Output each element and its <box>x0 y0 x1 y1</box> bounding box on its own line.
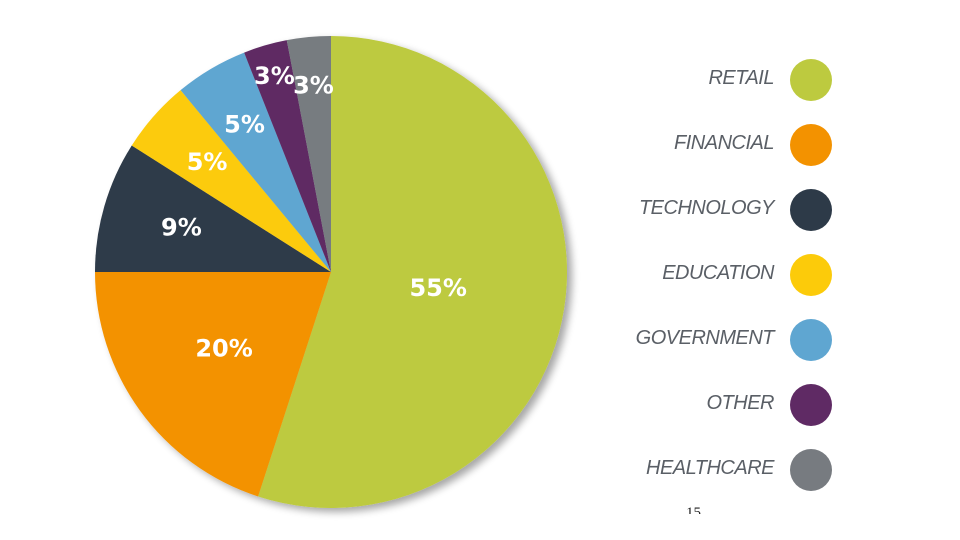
pie-slice-retail <box>258 36 567 508</box>
pie-chart: 55% 20% 9% 5% 5% 3%3% <box>95 36 567 508</box>
pie-slice-government <box>180 52 331 272</box>
slice-label-financial: 20% <box>195 335 252 363</box>
legend-swatch <box>790 124 832 166</box>
legend-item-other: OTHER <box>600 372 840 437</box>
legend-label: OTHER <box>706 392 775 414</box>
slice-label-healthcare: 3% <box>293 71 334 99</box>
legend-swatch <box>790 319 832 361</box>
pie-slice-education <box>131 90 331 272</box>
legend-item-financial: FINANCIAL <box>600 112 840 177</box>
legend-label: HEALTHCARE <box>646 457 775 479</box>
legend-item-retail: RETAIL <box>600 47 840 112</box>
legend-label: RETAIL <box>708 67 774 89</box>
legend-swatch <box>790 449 832 491</box>
legend-item-technology: TECHNOLOGY <box>600 177 840 242</box>
slice-label-technology: 9% <box>161 214 202 242</box>
pie-slice-healthcare <box>286 36 331 272</box>
chart-legend: RETAIL FINANCIAL TECHNOLOGY EDUCATION GO… <box>600 47 840 502</box>
legend-label: FINANCIAL <box>674 132 774 154</box>
pie-slice-financial <box>95 272 331 497</box>
legend-item-education: EDUCATION <box>600 242 840 307</box>
legend-swatch <box>790 254 832 296</box>
legend-item-government: GOVERNMENT <box>600 307 840 372</box>
legend-label: EDUCATION <box>662 262 774 284</box>
legend-item-healthcare: HEALTHCARE <box>600 437 840 502</box>
legend-label: TECHNOLOGY <box>638 197 775 219</box>
slice-label-retail: 55% <box>409 274 466 302</box>
legend-swatch <box>790 384 832 426</box>
legend-label: GOVERNMENT <box>635 327 775 349</box>
slice-label-education: 5% <box>187 148 228 176</box>
pie-slice-technology <box>95 145 331 272</box>
pie-slice-other <box>244 40 331 273</box>
page-number: 15 <box>686 505 701 514</box>
legend-swatch <box>790 59 832 101</box>
slice-label-other: 3% <box>254 62 295 90</box>
legend-swatch <box>790 189 832 231</box>
slice-label-government: 5% <box>224 111 265 139</box>
